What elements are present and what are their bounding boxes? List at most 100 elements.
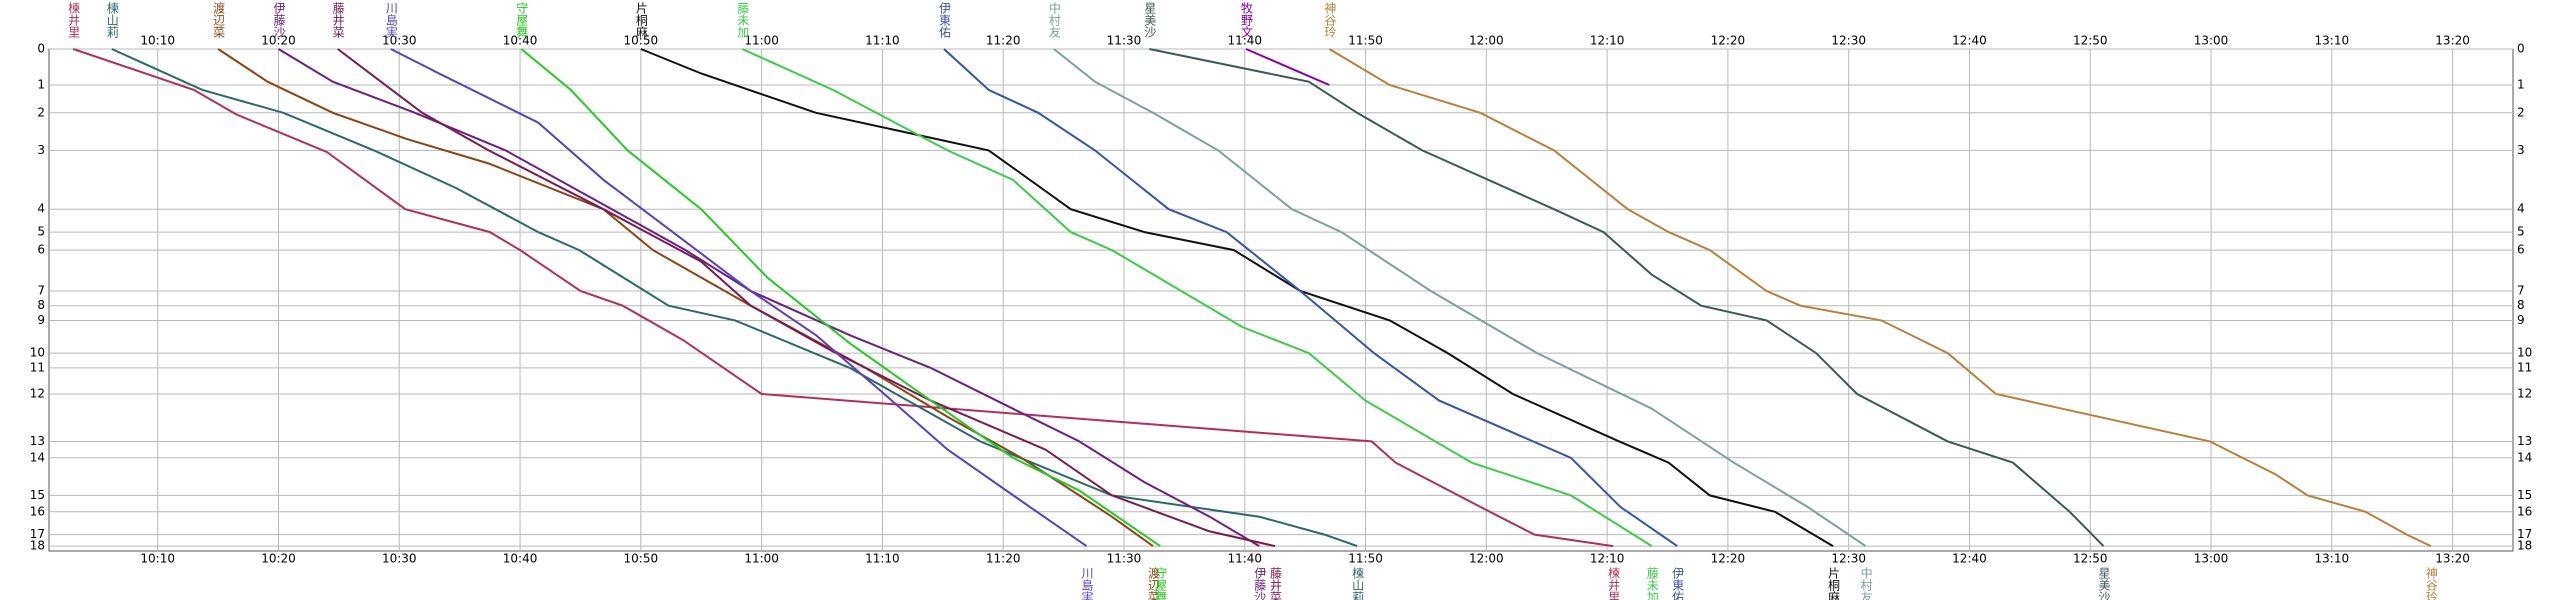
x-tick-label: 10:50 (624, 34, 659, 48)
train-line (520, 48, 1161, 547)
y-tick-label: 11 (2517, 360, 2532, 374)
train-line (943, 48, 1678, 547)
series-label: 片桐麻 (634, 2, 648, 38)
series-label: 藤未加 (736, 2, 750, 39)
plot-area (48, 48, 2514, 552)
x-tick-label: 13:00 (2194, 34, 2229, 48)
x-tick-label: 12:20 (1711, 34, 1746, 48)
train-line (1149, 48, 2105, 547)
series-label: 守屋舞 (1154, 567, 1168, 600)
y-tick-label: 8 (37, 298, 45, 312)
train-line (1245, 48, 1330, 86)
y-tick-label: 14 (2517, 450, 2532, 464)
x-tick-label: 10:40 (503, 552, 538, 566)
x-tick-label: 10:50 (624, 552, 659, 566)
series-label: 川島実 (384, 2, 398, 39)
y-tick-label: 1 (37, 77, 45, 91)
y-tick-label: 12 (30, 387, 45, 401)
x-tick-label: 11:00 (744, 552, 779, 566)
y-tick-label: 5 (2517, 225, 2525, 239)
train-line (1328, 48, 2432, 548)
y-tick-label: 4 (37, 202, 45, 216)
x-tick-label: 10:20 (261, 34, 296, 48)
series-label: 伊藤沙 (1253, 567, 1267, 600)
series-label: 楝井里 (1607, 566, 1621, 600)
series-label: 中村友 (1859, 566, 1873, 600)
x-tick-label: 11:40 (1227, 34, 1262, 48)
y-tick-label: 16 (2517, 504, 2532, 518)
series-label: 星美沙 (1143, 2, 1157, 38)
series-label: 神谷玲 (1323, 2, 1337, 39)
x-tick-label: 11:10 (865, 34, 900, 48)
y-tick-label: 8 (2517, 298, 2525, 312)
x-tick-label: 12:30 (1831, 552, 1866, 566)
series-label: 藤井菜 (1268, 567, 1282, 600)
series-label: 藤井菜 (331, 2, 345, 38)
train-line (640, 48, 1834, 547)
y-tick-label: 12 (2517, 387, 2532, 401)
series-label: 渡辺菜 (212, 1, 226, 38)
x-tick-label: 12:00 (1469, 34, 1504, 48)
x-tick-label: 10:10 (140, 34, 175, 48)
x-tick-label: 11:20 (986, 34, 1021, 48)
y-tick-label: 18 (30, 539, 45, 553)
y-tick-label: 1 (2517, 77, 2525, 91)
y-tick-label: 7 (2517, 284, 2525, 298)
series-label: 牧野文 (1239, 2, 1253, 38)
series-label: 川島実 (1080, 567, 1094, 600)
x-tick-label: 11:10 (865, 552, 900, 566)
train-line (741, 48, 1653, 547)
train-line (277, 48, 1260, 547)
series-label: 星美沙 (2097, 567, 2111, 600)
y-tick-label: 3 (37, 143, 45, 157)
x-tick-label: 10:40 (503, 34, 538, 48)
series-label: 伊藤沙 (272, 2, 286, 38)
x-tick-label: 13:10 (2315, 34, 2350, 48)
x-tick-label: 12:40 (1952, 552, 1987, 566)
x-tick-label: 12:10 (1590, 552, 1625, 566)
x-tick-label: 11:50 (1348, 552, 1383, 566)
y-tick-label: 18 (2517, 539, 2532, 553)
y-tick-label: 14 (30, 450, 45, 464)
y-tick-label: 9 (37, 313, 45, 327)
x-tick-label: 11:40 (1227, 552, 1262, 566)
x-tick-label: 12:50 (2073, 552, 2108, 566)
y-tick-label: 0 (37, 42, 45, 56)
y-tick-label: 16 (30, 504, 45, 518)
x-tick-label: 13:10 (2315, 552, 2350, 566)
y-tick-label: 15 (2517, 488, 2532, 502)
x-tick-label: 11:30 (1107, 34, 1142, 48)
x-tick-label: 13:20 (2435, 552, 2470, 566)
y-tick-label: 7 (37, 284, 45, 298)
series-label: 伊東佑 (1671, 567, 1685, 600)
y-tick-label: 2 (37, 105, 45, 119)
series-label: 楝山莉 (105, 1, 119, 38)
y-tick-label: 9 (2517, 313, 2525, 327)
x-tick-label: 12:20 (1711, 552, 1746, 566)
x-tick-label: 11:20 (986, 552, 1021, 566)
y-tick-label: 17 (2517, 527, 2532, 541)
y-tick-label: 10 (30, 346, 45, 360)
series-label: 片桐麻 (1826, 567, 1840, 600)
series-label: 神谷玲 (2424, 567, 2438, 600)
series-label: 中村友 (1047, 1, 1061, 38)
x-tick-label: 13:00 (2194, 552, 2229, 566)
series-label: 守屋舞 (515, 2, 529, 38)
y-tick-label: 6 (2517, 243, 2525, 257)
x-tick-label: 11:30 (1107, 552, 1142, 566)
train-line (72, 48, 1614, 548)
y-tick-label: 15 (30, 488, 45, 502)
y-tick-label: 6 (37, 243, 45, 257)
x-tick-label: 12:40 (1952, 34, 1987, 48)
y-tick-label: 17 (30, 527, 45, 541)
x-tick-label: 13:20 (2435, 34, 2470, 48)
train-line (337, 48, 1276, 548)
x-tick-label: 11:00 (744, 34, 779, 48)
y-tick-label: 0 (2517, 42, 2525, 56)
x-tick-label: 12:10 (1590, 34, 1625, 48)
x-tick-label: 10:30 (382, 552, 417, 566)
x-tick-label: 12:50 (2073, 34, 2108, 48)
x-tick-label: 12:00 (1469, 552, 1504, 566)
series-label: 渡辺菜 (1146, 566, 1160, 600)
